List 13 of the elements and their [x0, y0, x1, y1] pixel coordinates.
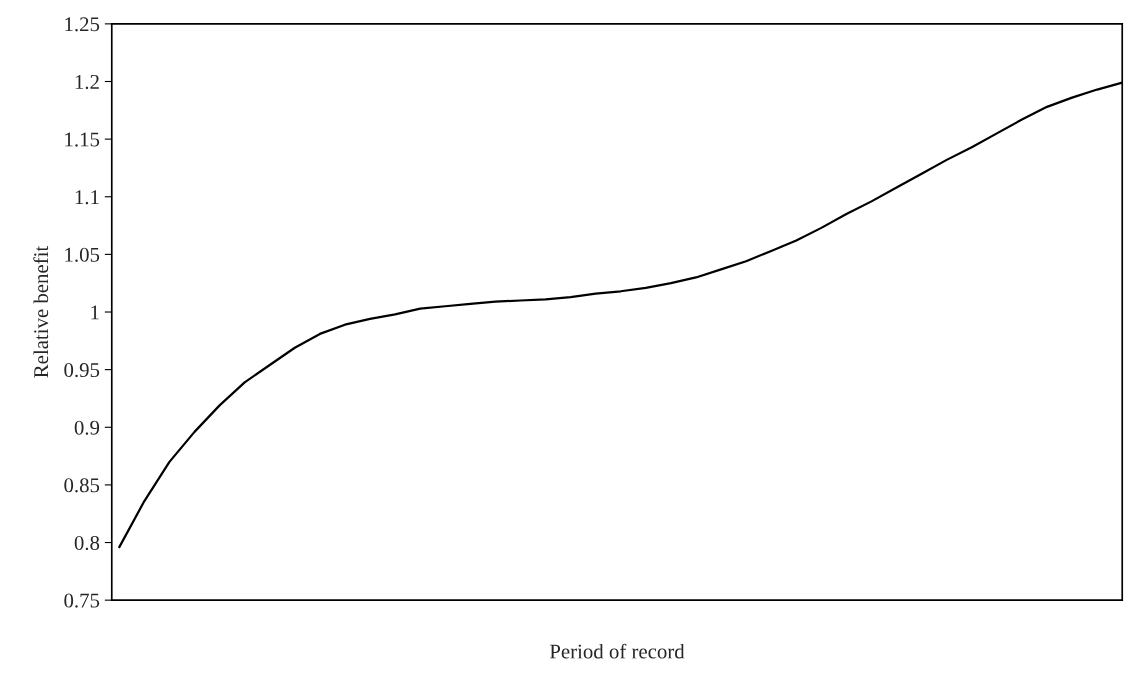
- y-tick-label: 0.75: [64, 593, 100, 608]
- y-tick-label: 1.05: [65, 247, 100, 262]
- y-tick-label: 0.8: [74, 535, 100, 551]
- y-tick-label: 1.15: [65, 132, 100, 147]
- y-tick-label: 1: [91, 305, 99, 320]
- y-tick-label: 1.1: [75, 190, 99, 205]
- y-tick-label: 1.2: [75, 74, 99, 90]
- y-axis-title: Relative benefit: [33, 245, 49, 378]
- x-axis-title: Period of record: [549, 643, 685, 659]
- y-tick-label: 0.9: [74, 420, 100, 435]
- y-tick-label: 0.95: [64, 363, 100, 378]
- y-tick-label: 1.25: [65, 17, 100, 32]
- y-tick-label: 0.85: [64, 478, 100, 493]
